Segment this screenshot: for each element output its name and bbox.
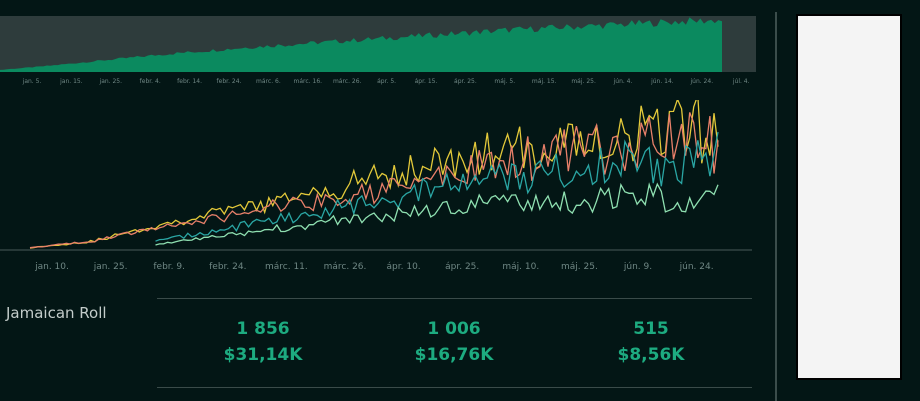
- x-tick-label: máj. 10.: [502, 262, 539, 272]
- x-tick-label: febr. 24.: [209, 262, 246, 272]
- x-tick-label: márc. 26.: [333, 78, 362, 85]
- x-tick-label: jún. 24.: [689, 78, 713, 85]
- x-tick-label: febr. 4.: [140, 78, 161, 85]
- x-tick-label: júl. 4.: [732, 78, 750, 85]
- x-tick-label: ápr. 25.: [454, 78, 477, 85]
- x-tick-label: febr. 24.: [217, 78, 242, 85]
- x-tick-label: jún. 4.: [613, 78, 633, 85]
- metric-revenue: $16,76K: [414, 345, 494, 365]
- x-tick-label: jan. 15.: [59, 78, 83, 85]
- side-panel: [796, 14, 902, 380]
- product-name: Jamaican Roll: [6, 304, 107, 322]
- metric-count: 1 006: [427, 319, 481, 339]
- x-tick-label: febr. 14.: [177, 78, 202, 85]
- metrics-top-divider: [157, 298, 752, 299]
- metric-count: 515: [633, 319, 669, 339]
- x-tick-label: ápr. 10.: [387, 262, 421, 272]
- metrics-bottom-divider: [157, 387, 752, 388]
- x-tick-label: jan. 25.: [99, 78, 123, 85]
- x-tick-label: jan. 25.: [93, 262, 128, 272]
- x-tick-label: máj. 25.: [561, 262, 598, 272]
- metric-column-2: 1 006 $16,76K: [374, 318, 534, 366]
- timeline-area-chart[interactable]: jan. 5. jan. 15. jan. 25. febr. 4. febr. 14.…: [0, 14, 756, 94]
- area-fill: [0, 17, 722, 72]
- x-tick-label: máj. 5.: [494, 78, 515, 85]
- x-tick-label: ápr. 15.: [415, 78, 438, 85]
- x-tick-label: ápr. 25.: [445, 262, 479, 272]
- x-tick-label: márc. 11.: [265, 262, 308, 272]
- x-tick-label: máj. 15.: [532, 78, 557, 85]
- metric-column-3: 515 $8,56K: [571, 318, 731, 366]
- x-tick-label: máj. 25.: [571, 78, 596, 85]
- x-tick-label: ápr. 5.: [377, 78, 396, 85]
- x-tick-label: márc. 26.: [324, 262, 367, 272]
- series-line-salmon: [29, 112, 719, 249]
- vertical-divider: [775, 12, 777, 401]
- series-line-chart[interactable]: jan. 10. jan. 25. febr. 9. febr. 24. márc. 1…: [0, 100, 756, 278]
- metric-revenue: $31,14K: [223, 345, 303, 365]
- series-line-mint: [155, 182, 719, 246]
- x-tick-label: jún. 9.: [623, 262, 652, 272]
- series-line-yellow: [29, 100, 719, 249]
- x-tick-label: jún. 14.: [650, 78, 674, 85]
- x-tick-label: jan. 5.: [22, 78, 42, 85]
- x-tick-label: márc. 16.: [294, 78, 323, 85]
- x-tick-label: jan. 10.: [34, 262, 69, 272]
- metric-count: 1 856: [236, 319, 290, 339]
- series-line-teal: [155, 131, 719, 242]
- dashboard-main: jan. 5. jan. 15. jan. 25. febr. 4. febr. 14.…: [0, 14, 756, 388]
- x-tick-label: febr. 9.: [153, 262, 185, 272]
- x-tick-label: jún. 24.: [679, 262, 714, 272]
- metric-column-1: 1 856 $31,14K: [183, 318, 343, 366]
- metric-revenue: $8,56K: [617, 345, 685, 365]
- x-tick-label: márc. 6.: [256, 78, 281, 85]
